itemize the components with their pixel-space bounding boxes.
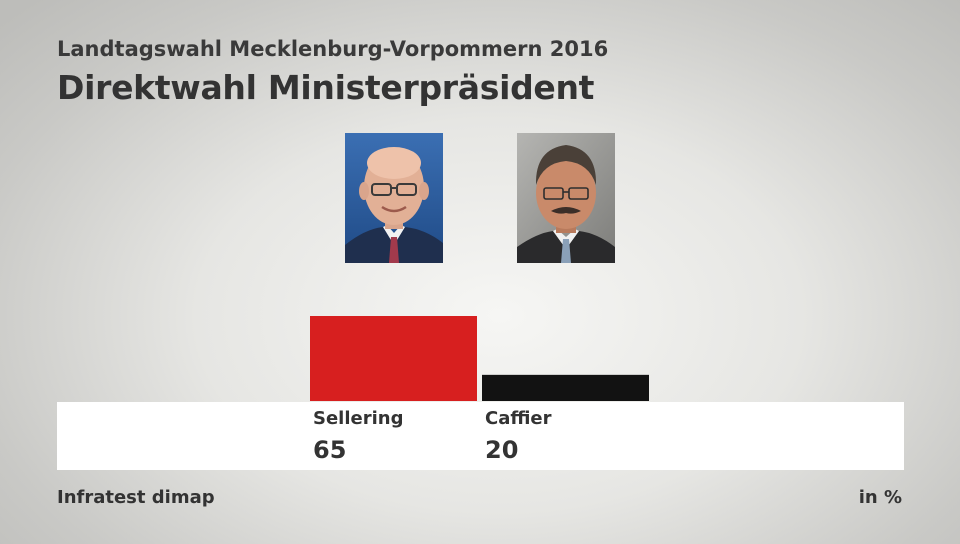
labels-band — [57, 402, 904, 470]
portrait-mustache-icon — [517, 133, 615, 263]
bar-sellering — [310, 316, 477, 401]
unit-label: in % — [858, 487, 902, 508]
portrait-sellering — [345, 133, 443, 263]
category-label-sellering: Sellering — [313, 408, 404, 429]
category-label-caffier: Caffier — [485, 408, 552, 429]
value-label-sellering: 65 — [313, 436, 347, 464]
chart-subtitle: Landtagswahl Mecklenburg-Vorpommern 2016 — [57, 37, 609, 61]
source-label: Infratest dimap — [57, 487, 215, 508]
bar-caffier — [482, 374, 649, 401]
portrait-caffier — [517, 133, 615, 263]
portrait-bald-glasses-icon — [345, 133, 443, 263]
chart-title: Direktwahl Ministerpräsident — [57, 68, 595, 107]
value-label-caffier: 20 — [485, 436, 519, 464]
